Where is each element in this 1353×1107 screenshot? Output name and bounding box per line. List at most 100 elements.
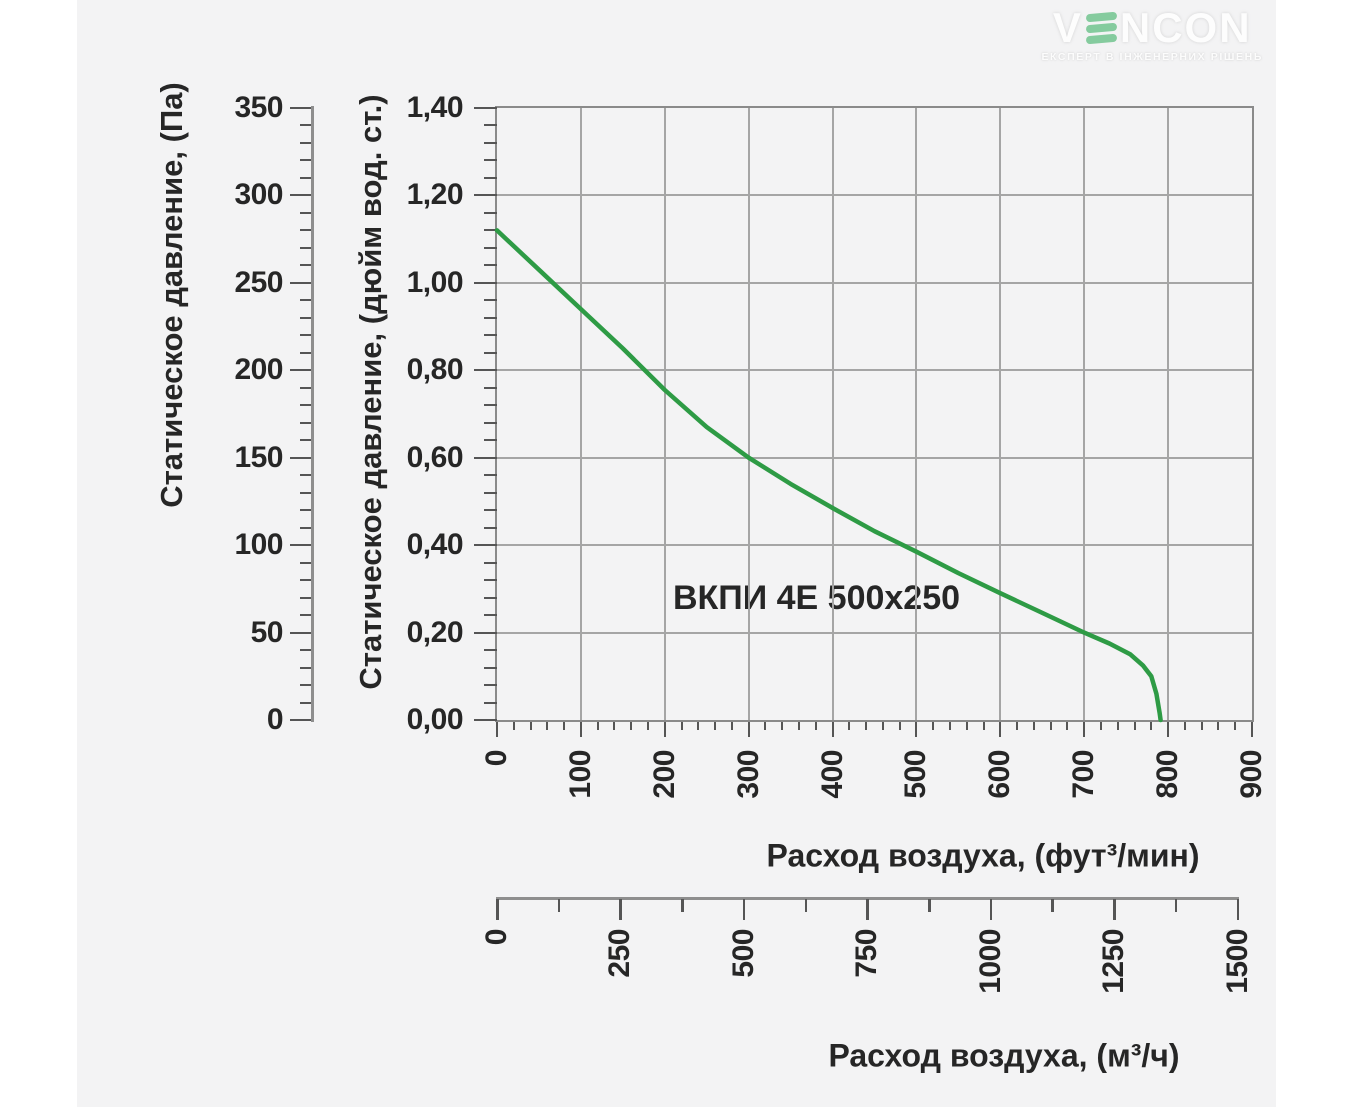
- y-tick-inwc: [484, 141, 497, 144]
- x-tick-cfm: [512, 722, 515, 730]
- chart-background-panel: [77, 0, 1276, 1107]
- x-tick-cfm: [781, 722, 784, 730]
- x-tick-cfm: [881, 722, 884, 730]
- y-tick-inwc: [484, 701, 497, 704]
- x-tick-m3h: [1236, 899, 1240, 920]
- vertical-gridline: [999, 108, 1002, 720]
- y-tick-label-pa: 300: [234, 178, 283, 212]
- y-tick-inwc: [474, 281, 497, 284]
- y-axis-title-pa: Статическое давление, (Па): [154, 82, 189, 508]
- y-tick-pa: [300, 701, 311, 704]
- y-tick-inwc: [474, 107, 497, 109]
- x-tick-label-cfm: 400: [815, 750, 849, 799]
- vertical-gridline: [915, 108, 918, 720]
- logo-green-bar: [1085, 22, 1118, 34]
- y-tick-pa: [300, 561, 311, 564]
- x-tick-cfm: [1066, 722, 1069, 730]
- y-tick-pa: [300, 579, 311, 582]
- y-tick-label-pa: 0: [266, 703, 284, 736]
- y-tick-inwc: [484, 264, 497, 267]
- logo-letters-ncon: NCON: [1119, 4, 1252, 51]
- y-tick-inwc: [474, 719, 497, 721]
- x-tick-label-m3h: 500: [726, 929, 760, 978]
- plot-area: [495, 106, 1254, 722]
- x-tick-cfm: [496, 722, 498, 737]
- x-tick-cfm: [949, 722, 951, 730]
- y-tick-pa: [300, 299, 311, 302]
- y-tick-label-inwc: 0,00: [406, 703, 464, 736]
- y-tick-label-pa: 50: [250, 615, 284, 649]
- vertical-gridline: [1083, 108, 1086, 720]
- x-tick-m3h: [989, 899, 993, 920]
- x-tick-cfm: [1016, 722, 1019, 730]
- y-tick-label-pa: 350: [234, 91, 283, 124]
- y-tick-pa: [300, 439, 311, 442]
- y-tick-inwc: [484, 491, 497, 494]
- y-tick-label-inwc: 1,40: [406, 91, 464, 124]
- y-tick-inwc: [474, 369, 497, 372]
- logo-tagline: ЕКСПЕРТ В ІНЖЕНЕРНИХ РІШЕНЬ: [1041, 51, 1263, 63]
- x-tick-cfm: [1183, 722, 1186, 730]
- x-tick-cfm: [613, 722, 616, 730]
- y-tick-inwc: [484, 509, 497, 512]
- x-tick-cfm: [865, 722, 868, 730]
- y-tick-label-inwc: 1,00: [406, 265, 464, 299]
- y-tick-inwc: [484, 684, 497, 687]
- y-tick-inwc: [484, 474, 497, 477]
- x-tick-label-m3h: 1500: [1220, 929, 1254, 994]
- x-tick-cfm: [1049, 722, 1052, 730]
- x-tick-label-cfm: 600: [983, 750, 1017, 799]
- x-tick-cfm: [1150, 722, 1153, 730]
- x-tick-m3h: [681, 899, 684, 912]
- logo-green-bar: [1085, 11, 1118, 23]
- x-tick-cfm: [1200, 722, 1203, 730]
- y-tick-label-inwc: 0,80: [406, 353, 464, 387]
- x-tick-cfm: [1083, 722, 1086, 737]
- y-tick-pa: [300, 141, 311, 144]
- vertical-gridline: [579, 108, 582, 720]
- x-tick-m3h: [619, 899, 622, 920]
- vertical-gridline: [663, 108, 666, 720]
- x-tick-label-cfm: 200: [647, 750, 681, 799]
- y-tick-pa: [290, 544, 311, 547]
- vertical-gridline: [1167, 108, 1170, 720]
- y-tick-label-inwc: 0,20: [406, 615, 464, 649]
- x-tick-cfm: [1251, 722, 1253, 737]
- x-tick-label-cfm: 300: [731, 750, 765, 799]
- horizontal-gridline: [497, 631, 1252, 634]
- x-axis-title-cfm: Расход воздуха, (фут³/мин): [766, 837, 1200, 874]
- x-tick-m3h: [1051, 899, 1054, 912]
- x-tick-cfm: [798, 722, 800, 730]
- y-tick-label-inwc: 0,60: [406, 440, 464, 474]
- y-tick-inwc: [474, 631, 497, 634]
- y-tick-label-pa: 200: [234, 353, 283, 387]
- x-axis-title-m3h: Расход воздуха, (м³/ч): [828, 1037, 1180, 1074]
- y-tick-pa: [300, 404, 311, 407]
- y-tick-label-pa: 150: [234, 440, 283, 474]
- y-tick-pa: [290, 194, 311, 197]
- x-tick-cfm: [647, 722, 649, 730]
- x-tick-cfm: [1116, 722, 1119, 730]
- y-tick-pa: [300, 264, 311, 267]
- x-tick-cfm: [529, 722, 532, 730]
- logo-letter-v: V: [1052, 4, 1083, 51]
- x-tick-cfm: [630, 722, 633, 730]
- horizontal-gridline: [497, 369, 1252, 372]
- x-tick-cfm: [1100, 722, 1102, 730]
- y-tick-inwc: [484, 351, 497, 354]
- y-tick-inwc: [484, 334, 497, 337]
- horizontal-gridline: [497, 194, 1252, 197]
- y-tick-pa: [300, 176, 311, 179]
- x-tick-cfm: [663, 722, 666, 737]
- x-tick-label-cfm: 700: [1067, 750, 1101, 799]
- vencon-logo: V NCON ЕКСПЕРТ В ІНЖЕНЕРНИХ РІШЕНЬ: [1041, 6, 1263, 64]
- x-tick-m3h: [1113, 899, 1116, 920]
- y-tick-inwc: [474, 544, 497, 547]
- horizontal-gridline: [497, 544, 1252, 547]
- x-tick-label-m3h: 750: [850, 929, 884, 978]
- vencon-logo-wordmark: V NCON: [1041, 6, 1263, 50]
- x-tick-cfm: [714, 722, 717, 730]
- x-tick-m3h: [1174, 899, 1178, 912]
- pa-axis-line: [311, 106, 314, 722]
